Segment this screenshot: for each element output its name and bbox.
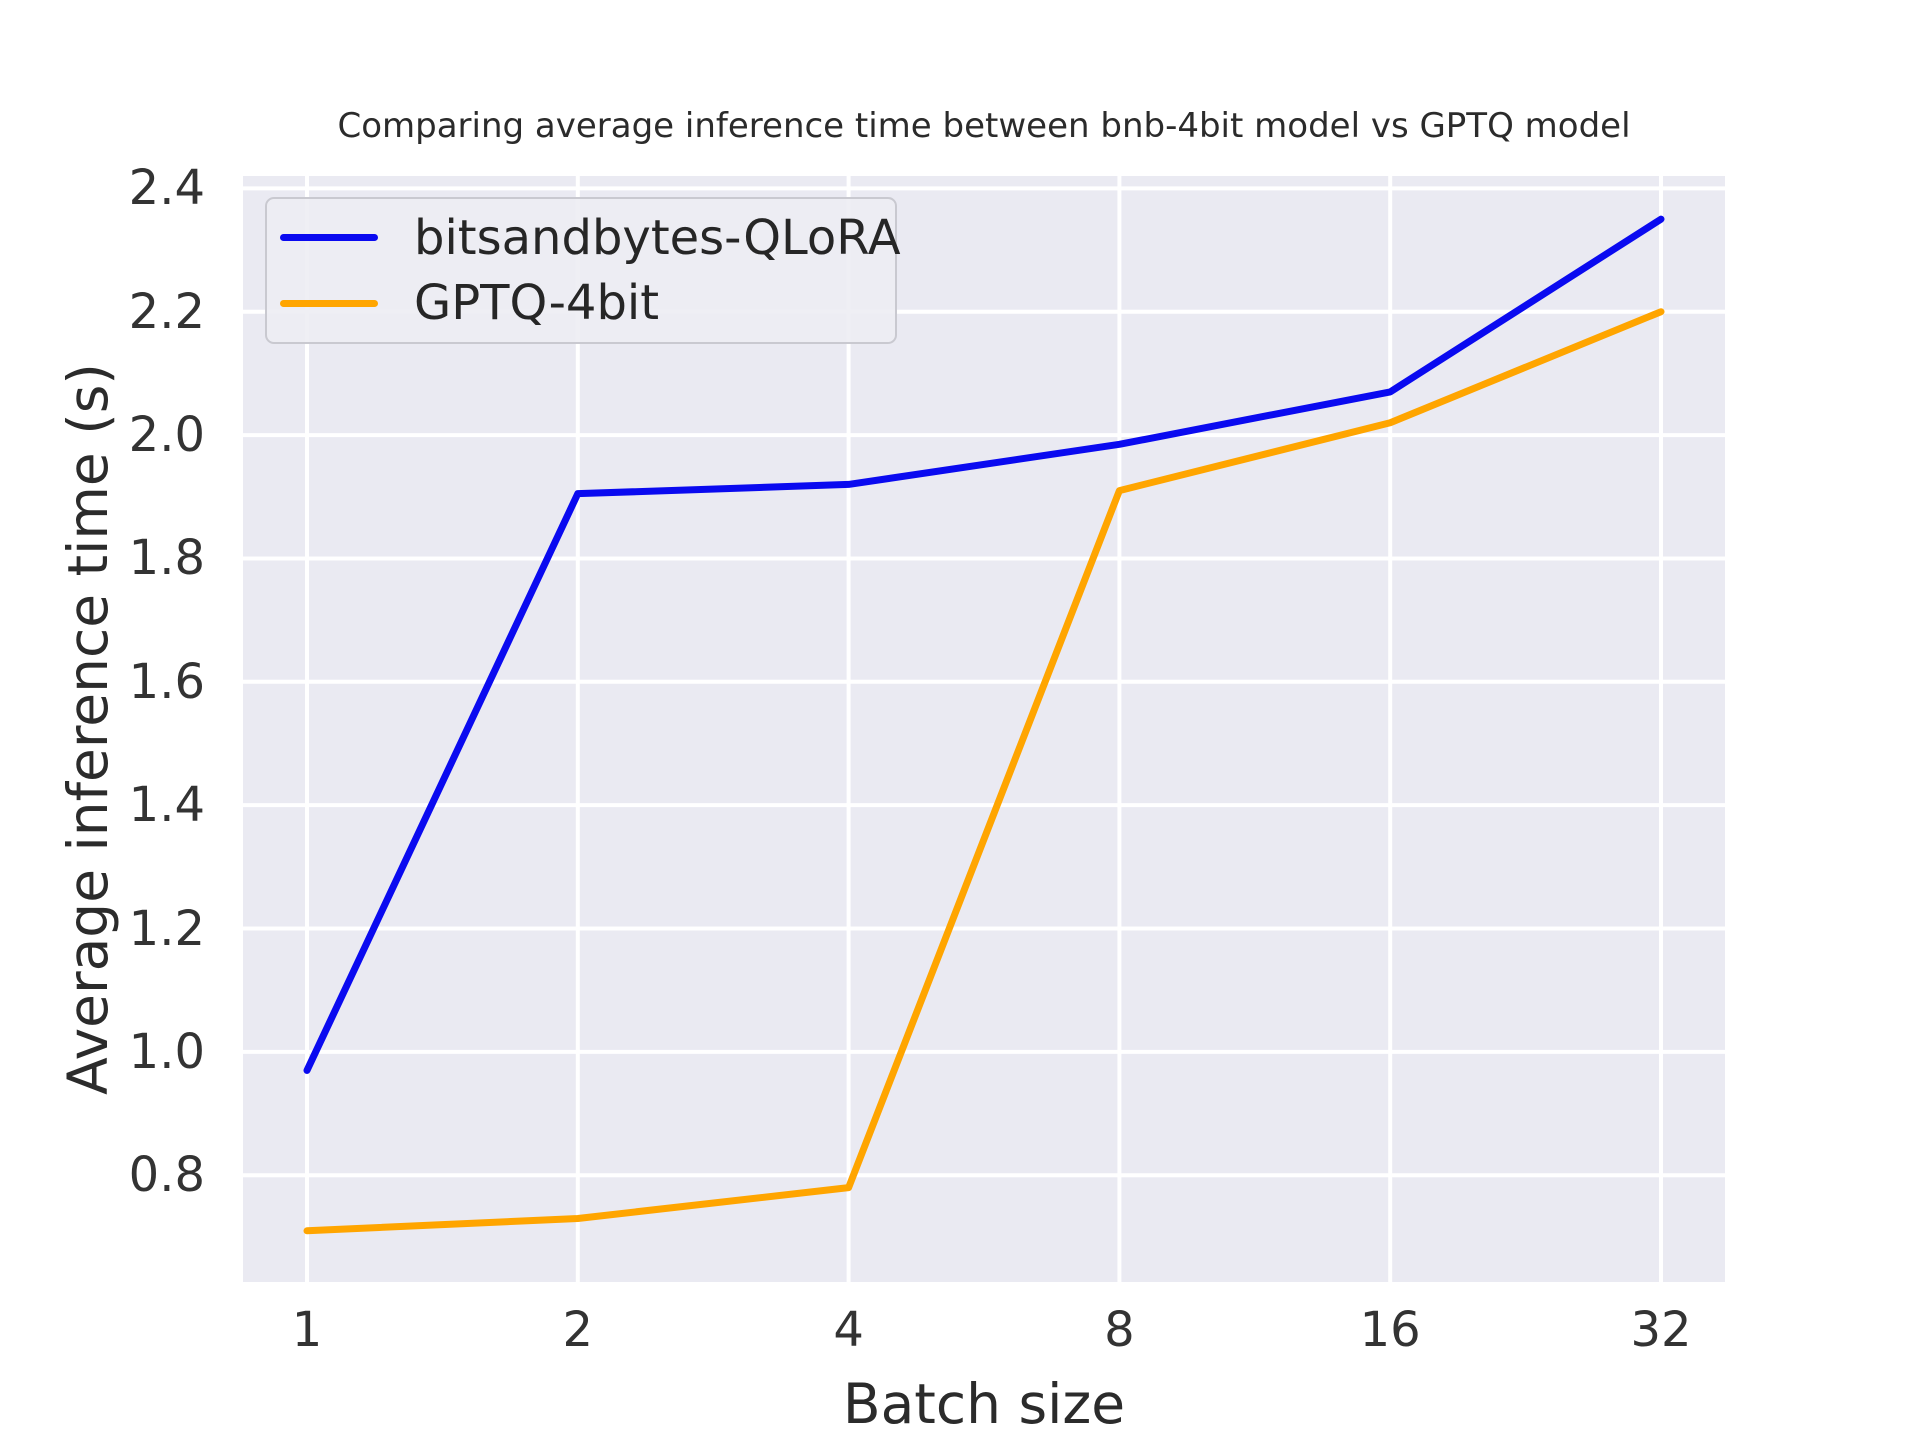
y-tick-label: 2.2 [128,283,205,340]
x-tick-label: 4 [833,1302,864,1358]
y-tick-label: 2.4 [128,160,205,217]
x-axis-label: Batch size [842,1372,1126,1436]
x-tick-label: 1 [291,1302,323,1358]
series-line-swatch [280,299,378,307]
y-axis-label: Average inference time (s) [56,363,120,1095]
legend-label: GPTQ-4bit [414,275,660,332]
chart-title: Comparing average inference time between… [337,106,1631,146]
y-tick-label: 0.8 [128,1147,205,1204]
y-tick-label: 2.0 [128,407,205,464]
x-tick-label: 2 [562,1302,594,1358]
legend: bitsandbytes-QLoRA GPTQ-4bit [265,197,901,344]
legend-item: GPTQ-4bit [267,275,895,331]
y-tick-label: 1.0 [128,1023,205,1080]
plot-area [243,176,1725,1282]
y-tick-label: 1.2 [128,900,205,957]
x-tick-label: 32 [1630,1302,1692,1358]
legend-item: bitsandbytes-QLoRA [267,210,901,266]
y-tick-label: 1.4 [128,777,205,834]
y-tick-label: 1.8 [128,530,205,587]
x-tick-label: 16 [1359,1302,1421,1358]
y-tick-label: 1.6 [128,653,205,710]
legend-label: bitsandbytes-QLoRA [414,209,901,266]
x-tick-label: 8 [1104,1302,1135,1358]
chart-canvas [243,176,1725,1282]
series-line-swatch [280,234,378,242]
